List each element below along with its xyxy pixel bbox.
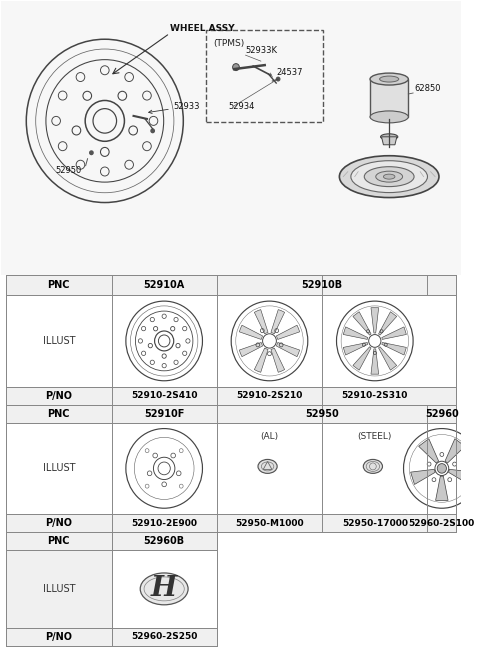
Text: (STEEL): (STEEL) — [358, 432, 392, 441]
Text: PNC: PNC — [48, 536, 70, 546]
Text: 52960: 52960 — [425, 409, 459, 419]
Text: WHEEL ASSY: WHEEL ASSY — [170, 24, 235, 33]
Polygon shape — [435, 476, 448, 500]
Text: 52950-M1000: 52950-M1000 — [235, 519, 304, 528]
Text: P/NO: P/NO — [45, 631, 72, 642]
Polygon shape — [379, 346, 396, 370]
Bar — [370, 79, 408, 117]
Ellipse shape — [140, 573, 188, 605]
Ellipse shape — [376, 171, 403, 182]
Text: 52960-2S100: 52960-2S100 — [408, 519, 475, 528]
Text: 52960B: 52960B — [144, 536, 185, 546]
Polygon shape — [276, 343, 300, 357]
Ellipse shape — [363, 459, 383, 474]
Text: 52910F: 52910F — [144, 409, 184, 419]
Circle shape — [276, 77, 280, 81]
Text: 52934: 52934 — [228, 102, 255, 111]
Text: 52950: 52950 — [305, 409, 339, 419]
Text: ILLUST: ILLUST — [43, 336, 75, 346]
Polygon shape — [271, 348, 285, 372]
Ellipse shape — [364, 166, 414, 187]
Ellipse shape — [351, 160, 428, 193]
Polygon shape — [240, 343, 263, 357]
Ellipse shape — [381, 134, 398, 140]
Polygon shape — [271, 310, 285, 334]
Bar — [6, 550, 111, 627]
Text: 52910A: 52910A — [144, 280, 185, 290]
Bar — [111, 627, 217, 646]
Polygon shape — [353, 312, 371, 335]
Polygon shape — [382, 343, 407, 355]
Polygon shape — [382, 137, 397, 145]
Circle shape — [150, 128, 155, 134]
Polygon shape — [382, 327, 407, 339]
Polygon shape — [448, 469, 473, 485]
Text: 52910-2S210: 52910-2S210 — [236, 391, 303, 400]
Polygon shape — [240, 325, 263, 339]
Polygon shape — [343, 327, 368, 339]
Bar — [6, 627, 111, 646]
Bar — [1, 1, 461, 275]
Polygon shape — [371, 308, 379, 333]
Polygon shape — [276, 325, 300, 339]
Text: 52910B: 52910B — [301, 280, 343, 290]
Text: 52960-2S250: 52960-2S250 — [131, 632, 197, 641]
Ellipse shape — [370, 111, 408, 123]
Circle shape — [437, 464, 446, 473]
Bar — [6, 514, 456, 532]
Bar — [6, 405, 456, 422]
Text: PNC: PNC — [48, 280, 70, 290]
Text: H: H — [151, 575, 177, 603]
Ellipse shape — [258, 459, 277, 474]
Polygon shape — [254, 348, 268, 372]
Bar — [6, 295, 456, 386]
Text: 52933K: 52933K — [246, 46, 277, 55]
Circle shape — [233, 64, 240, 71]
Text: 52950: 52950 — [55, 166, 81, 175]
Text: 52910-2E900: 52910-2E900 — [131, 519, 197, 528]
Text: 62850: 62850 — [414, 84, 441, 93]
Polygon shape — [353, 346, 371, 370]
Circle shape — [89, 150, 94, 155]
Text: 52910-2S410: 52910-2S410 — [131, 391, 197, 400]
Ellipse shape — [339, 156, 439, 198]
Polygon shape — [254, 310, 268, 334]
Text: (TPMS): (TPMS) — [213, 39, 244, 48]
Polygon shape — [445, 439, 465, 463]
Polygon shape — [410, 469, 435, 485]
Polygon shape — [371, 349, 379, 374]
Polygon shape — [419, 439, 439, 463]
Ellipse shape — [370, 73, 408, 85]
Text: P/NO: P/NO — [45, 518, 72, 528]
Ellipse shape — [384, 174, 395, 179]
Polygon shape — [343, 343, 368, 355]
Text: PNC: PNC — [48, 409, 70, 419]
Text: (AL): (AL) — [261, 432, 278, 441]
Text: P/NO: P/NO — [45, 391, 72, 401]
Bar — [6, 422, 456, 514]
Text: 52910-2S310: 52910-2S310 — [342, 391, 408, 400]
Bar — [111, 532, 217, 550]
Ellipse shape — [380, 76, 399, 82]
Polygon shape — [379, 312, 396, 335]
Bar — [6, 532, 111, 550]
Text: ILLUST: ILLUST — [43, 463, 75, 474]
Text: ILLUST: ILLUST — [43, 584, 75, 594]
Bar — [6, 275, 456, 295]
Text: 52933: 52933 — [149, 102, 200, 113]
Bar — [111, 550, 217, 627]
Bar — [6, 386, 456, 405]
Text: 52950-17000: 52950-17000 — [342, 519, 408, 528]
Text: 24537: 24537 — [276, 68, 303, 77]
